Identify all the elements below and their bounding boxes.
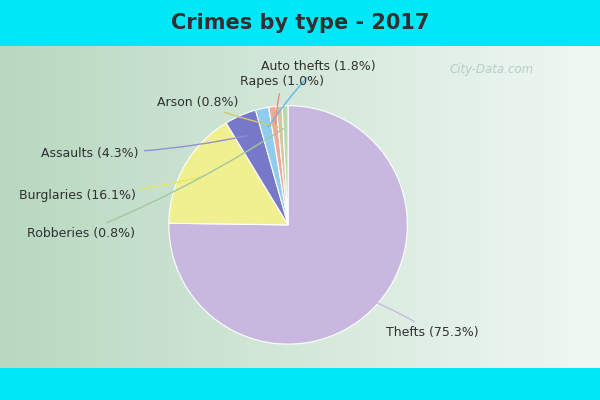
- Text: Auto thefts (1.8%): Auto thefts (1.8%): [260, 60, 375, 127]
- Text: Robberies (0.8%): Robberies (0.8%): [28, 129, 283, 240]
- Wedge shape: [269, 106, 288, 225]
- Wedge shape: [226, 110, 288, 225]
- Text: City-Data.com: City-Data.com: [450, 64, 534, 76]
- Wedge shape: [282, 106, 288, 225]
- Text: Rapes (1.0%): Rapes (1.0%): [240, 75, 324, 125]
- Wedge shape: [169, 123, 288, 225]
- Text: Arson (0.8%): Arson (0.8%): [157, 96, 278, 127]
- Text: Crimes by type - 2017: Crimes by type - 2017: [171, 13, 429, 33]
- Text: Assaults (4.3%): Assaults (4.3%): [41, 136, 246, 160]
- Wedge shape: [276, 106, 288, 225]
- Wedge shape: [256, 107, 288, 225]
- Text: Burglaries (16.1%): Burglaries (16.1%): [19, 177, 200, 202]
- Text: Thefts (75.3%): Thefts (75.3%): [359, 296, 478, 339]
- Wedge shape: [169, 106, 407, 344]
